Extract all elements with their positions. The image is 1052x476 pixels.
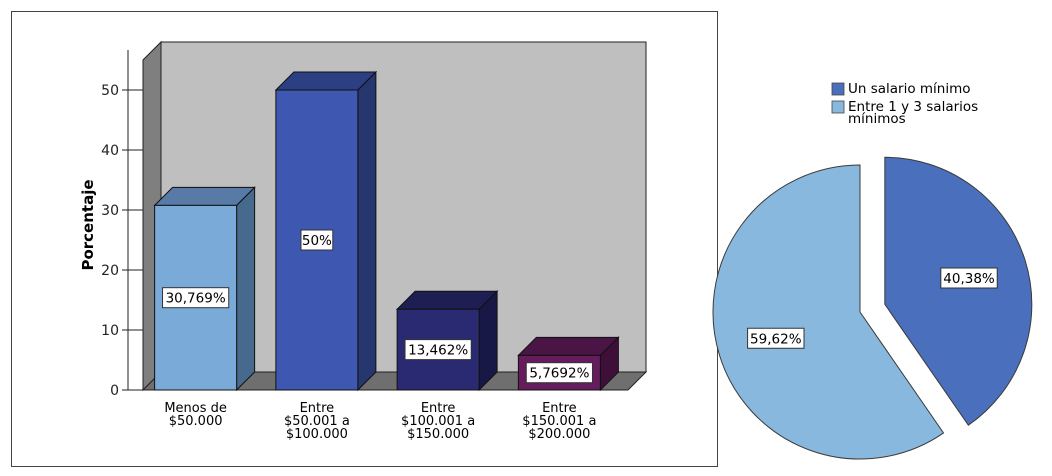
y-tick-label: 0	[110, 383, 119, 399]
y-axis-title: Porcentaje	[79, 179, 97, 270]
legend-label: Un salario mínimo	[848, 81, 971, 97]
x-tick-label: $50.001 a	[284, 414, 350, 429]
y-tick-label: 50	[101, 83, 119, 99]
x-tick-label: $150.001 a	[522, 414, 596, 429]
data-label: 50%	[302, 233, 332, 249]
data-label-box	[300, 229, 334, 251]
pie-data-label-box	[747, 327, 805, 349]
legend-label: mínimos	[848, 111, 906, 127]
x-tick-label: Entre	[421, 401, 456, 416]
legend-swatch	[831, 100, 845, 114]
x-tick-label: $150.000	[407, 427, 469, 442]
x-tick-label: $50.000	[169, 414, 223, 429]
x-tick-label: Entre	[542, 401, 577, 416]
pie-data-label: 59,62%	[750, 331, 802, 347]
data-label: 5,7692%	[529, 366, 589, 382]
bar-top	[274, 71, 378, 91]
y-tick-label: 10	[101, 323, 119, 339]
bar-side	[357, 70, 377, 392]
bar-top	[153, 186, 256, 206]
x-tick-label: $100.000	[286, 427, 348, 442]
data-label-box	[525, 362, 593, 384]
x-tick-label: $100.001 a	[401, 414, 475, 429]
bar-top	[395, 290, 499, 310]
legend-swatch	[831, 82, 845, 96]
pie-chart: Un salario mínimo Entre 1 y 3 salariosmín…	[712, 81, 1033, 460]
x-tick-label: Entre	[300, 401, 335, 416]
x-tick-label: Menos de	[164, 401, 227, 416]
pie-slice	[884, 156, 1033, 426]
pie-data-label: 40,38%	[943, 271, 995, 287]
y-tick-label: 20	[101, 263, 119, 279]
bar-top	[517, 336, 620, 356]
x-tick-label: $200.000	[528, 427, 590, 442]
legend-label: Entre 1 y 3 salarios	[848, 99, 978, 115]
pie-slice	[712, 164, 945, 460]
bar-side	[236, 186, 256, 392]
y-tick-label: 30	[101, 203, 119, 219]
data-label: 13,462%	[408, 343, 468, 359]
pie-data-label-box	[940, 267, 998, 289]
y-tick-label: 40	[101, 143, 119, 159]
data-label: 30,769%	[166, 291, 226, 307]
data-label-box	[404, 339, 472, 361]
data-label-box	[162, 287, 230, 309]
